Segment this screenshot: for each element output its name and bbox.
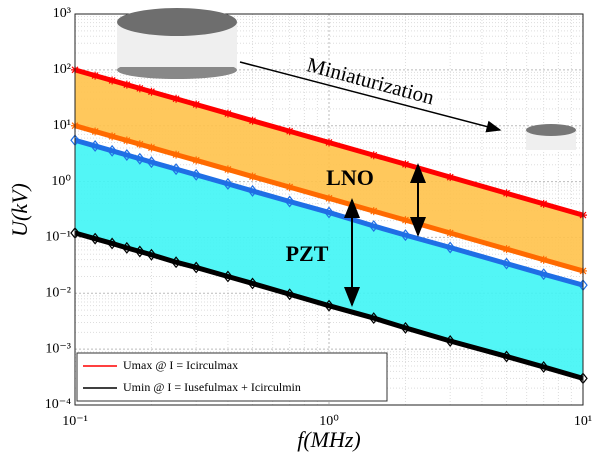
y-axis-label: U(kV) [7, 183, 32, 237]
data-point [123, 81, 131, 89]
y-tick-label: 10⁰ [51, 174, 71, 189]
data-point [446, 173, 454, 181]
data-point [192, 156, 200, 164]
large-disc [117, 8, 237, 79]
x-tick-label: 10⁰ [319, 414, 339, 429]
data-point [108, 132, 116, 140]
legend-label: Umax @ I = Icirculmax [123, 358, 238, 372]
data-point [540, 256, 548, 264]
chart: LNO PZT Miniaturization f(MHz) U(kV) Uma… [0, 0, 606, 465]
annotation: LNO [326, 165, 374, 190]
data-point [370, 151, 378, 159]
data-point [503, 245, 511, 253]
x-tick-label: 10¹ [574, 414, 592, 429]
data-point [325, 194, 333, 202]
small-disc [526, 124, 576, 150]
data-point [192, 100, 200, 108]
data-point [108, 76, 116, 84]
y-tick-label: 10² [53, 62, 71, 77]
data-point [286, 127, 294, 135]
data-point [286, 183, 294, 191]
data-point [91, 127, 99, 135]
data-point [325, 138, 333, 146]
data-point [249, 117, 257, 125]
y-tick-label: 10⁻¹ [45, 230, 71, 245]
annotation: PZT [286, 241, 329, 266]
y-tick-label: 10⁻⁴ [45, 397, 71, 412]
data-point [503, 189, 511, 197]
data-point [147, 88, 155, 96]
data-point [540, 200, 548, 208]
data-point [224, 110, 232, 118]
data-point [147, 144, 155, 152]
data-point [91, 72, 99, 80]
legend-label: Umin @ I = Iusefulmax + Icirculmin [123, 380, 301, 394]
data-point [172, 151, 180, 159]
y-tick-label: 10¹ [53, 118, 71, 133]
y-tick-label: 10³ [53, 6, 71, 21]
data-point [446, 229, 454, 237]
data-point [224, 165, 232, 173]
data-point [172, 95, 180, 103]
data-point [136, 84, 144, 92]
data-point [370, 207, 378, 215]
data-point [401, 216, 409, 224]
data-point [401, 160, 409, 168]
data-point [136, 140, 144, 148]
data-point [249, 173, 257, 181]
x-axis-label: f(MHz) [297, 427, 361, 452]
y-tick-label: 10⁻³ [45, 341, 71, 356]
data-point [123, 137, 131, 145]
y-tick-label: 10⁻² [45, 286, 71, 301]
x-tick-label: 10⁻¹ [62, 414, 88, 429]
